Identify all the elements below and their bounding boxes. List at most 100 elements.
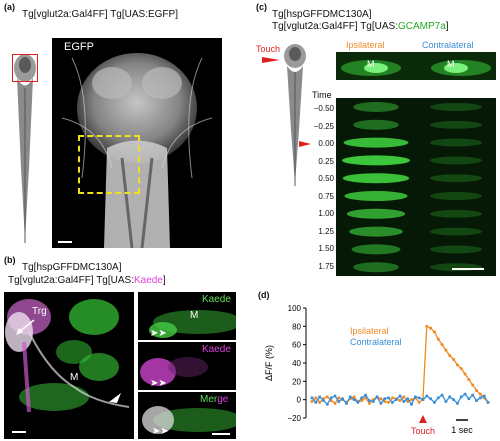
data-point <box>337 396 341 400</box>
panel-b-label: (b) <box>4 255 16 265</box>
data-point <box>406 397 410 401</box>
contralateral-label-c: Contralateral <box>422 40 474 50</box>
roi-box-a <box>78 135 140 194</box>
gcamp-frame <box>353 119 482 130</box>
time-label: 1.50 <box>318 244 334 253</box>
data-point <box>432 400 436 404</box>
data-point <box>421 398 425 402</box>
panel-a-label: (a) <box>4 2 15 12</box>
data-point <box>394 398 398 402</box>
legend-entry: Ipsilateral <box>350 326 389 336</box>
data-point <box>356 400 360 404</box>
data-point <box>444 348 448 352</box>
y-tick-label: 40 <box>292 359 301 368</box>
kaede-main-image <box>4 292 134 439</box>
scalebar-a <box>58 241 72 243</box>
time-label: 0.50 <box>318 174 334 183</box>
time-label: 1.00 <box>318 209 334 218</box>
data-point <box>314 400 318 404</box>
data-point <box>367 401 371 405</box>
data-point <box>448 354 452 358</box>
touch-marker-d <box>418 415 427 423</box>
data-point <box>402 400 406 403</box>
data-point <box>432 330 436 334</box>
panel-c-genotype-2: Tg[vglut2a:Gal4FF] Tg[UAS:GCAMP7a] <box>272 21 449 32</box>
trg-label: Trg <box>32 306 47 317</box>
data-point <box>475 389 479 392</box>
time-label: −0.25 <box>313 121 334 131</box>
arrowhead-b <box>109 393 121 403</box>
side-arrow-3: ➤➤ <box>152 426 169 437</box>
m-label-c-left: M <box>367 59 375 69</box>
data-point <box>413 395 417 399</box>
y-axis-label: ΔF/F (%) <box>264 345 274 381</box>
data-point <box>390 396 394 400</box>
y-tick-label: 20 <box>292 377 301 386</box>
data-point <box>310 396 314 400</box>
data-point <box>478 396 482 400</box>
data-point <box>467 397 471 401</box>
data-point <box>390 400 394 404</box>
data-point <box>429 326 433 330</box>
gcamp-frame <box>342 173 482 184</box>
data-point <box>459 395 463 399</box>
data-point <box>310 400 314 403</box>
scalebar-b <box>12 431 26 433</box>
data-point <box>448 395 452 399</box>
time-labels: −0.50 −0.25 0.00 0.25 0.50 0.75 1.00 1.25 1.50 1.… <box>300 102 334 277</box>
data-point <box>337 400 341 403</box>
data-point <box>455 363 459 367</box>
data-point <box>364 393 368 397</box>
data-point <box>417 400 421 404</box>
y-tick-label: 100 <box>288 304 302 313</box>
merge-image <box>138 392 236 439</box>
trg-arrow <box>16 319 35 335</box>
gcamp-frame <box>344 191 482 201</box>
gcamp-frame <box>353 102 482 112</box>
touch-marker-c <box>299 141 311 147</box>
larva-outline-a <box>14 54 36 246</box>
larva-outline-c <box>284 44 306 188</box>
panel-c-label: (c) <box>256 2 267 12</box>
panel-a-genotype: Tg[vglut2a:Gal4FF] Tg[UAS:EGFP] <box>22 9 178 20</box>
kaede-green-image <box>138 292 236 340</box>
data-point <box>318 395 322 399</box>
data-point <box>318 400 322 404</box>
data-point <box>398 394 402 398</box>
data-point <box>329 396 333 400</box>
data-point <box>444 400 448 403</box>
data-point <box>314 396 318 400</box>
data-point <box>455 401 459 405</box>
panel-b-genotype-2: Tg[vglut2a:Gal4FF] Tg[UAS:Kaede] <box>8 275 166 286</box>
side-label-kaede-green: Kaede <box>202 294 231 305</box>
egfp-image-label: EGFP <box>64 41 94 53</box>
time-label: 1.25 <box>318 226 334 236</box>
y-tick-label: −20 <box>287 414 301 423</box>
data-point <box>341 397 345 401</box>
data-point <box>409 402 413 406</box>
data-point <box>375 395 379 399</box>
gcamp-frame <box>343 137 482 148</box>
side-arrow-2: ➤➤ <box>150 378 167 389</box>
side-arrow-1: ➤➤ <box>150 328 167 339</box>
data-point <box>486 400 490 404</box>
data-point <box>440 393 444 397</box>
data-point <box>429 397 433 401</box>
y-tick-label: 60 <box>292 341 301 350</box>
data-point <box>387 396 391 400</box>
data-point <box>360 399 364 403</box>
data-point <box>436 337 440 341</box>
data-point <box>463 372 467 376</box>
data-point <box>459 367 463 370</box>
time-label: 0.75 <box>318 191 334 201</box>
touch-label-d: Touch <box>411 426 435 436</box>
data-point <box>471 383 475 387</box>
legend-entry: Contralateral <box>350 337 402 347</box>
time-scalebar-label: 1 sec <box>451 425 473 435</box>
time-title: Time <box>312 90 332 100</box>
data-point <box>471 393 475 397</box>
data-point <box>478 392 482 396</box>
touch-label-c: Touch <box>256 44 281 54</box>
touch-arrow-c <box>262 57 280 63</box>
data-point <box>333 401 337 405</box>
